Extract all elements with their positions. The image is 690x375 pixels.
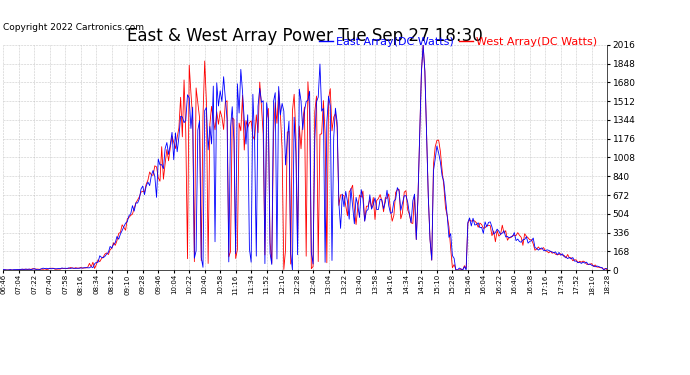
West Array(DC Watts) [603, 268, 611, 272]
East Array(DC Watts) [3, 268, 11, 272]
Line: West Array(DC Watts): West Array(DC Watts) [3, 45, 607, 270]
East Array(DC Watts) [240, 118, 248, 122]
Title: East & West Array Power Tue Sep 27 18:30: East & West Array Power Tue Sep 27 18:30 [128, 27, 483, 45]
West Array(DC Watts) [586, 262, 594, 266]
Text: Copyright 2022 Cartronics.com: Copyright 2022 Cartronics.com [3, 22, 144, 32]
West Array(DC Watts) [123, 217, 131, 221]
East Array(DC Watts) [252, 254, 260, 258]
West Array(DC Watts) [250, 138, 259, 142]
West Array(DC Watts) [419, 43, 427, 47]
Line: East Array(DC Watts): East Array(DC Watts) [3, 45, 607, 270]
East Array(DC Watts) [419, 43, 427, 47]
East Array(DC Watts) [58, 266, 66, 270]
East Array(DC Watts) [588, 263, 596, 267]
East Array(DC Watts) [128, 203, 137, 208]
West Array(DC Watts) [56, 267, 64, 272]
West Array(DC Watts) [0, 268, 8, 272]
West Array(DC Watts) [239, 93, 247, 98]
West Array(DC Watts) [126, 213, 135, 217]
East Array(DC Watts) [125, 213, 133, 218]
Legend: East Array(DC Watts), West Array(DC Watts): East Array(DC Watts), West Array(DC Watt… [315, 33, 602, 51]
East Array(DC Watts) [603, 266, 611, 271]
East Array(DC Watts) [0, 267, 8, 272]
